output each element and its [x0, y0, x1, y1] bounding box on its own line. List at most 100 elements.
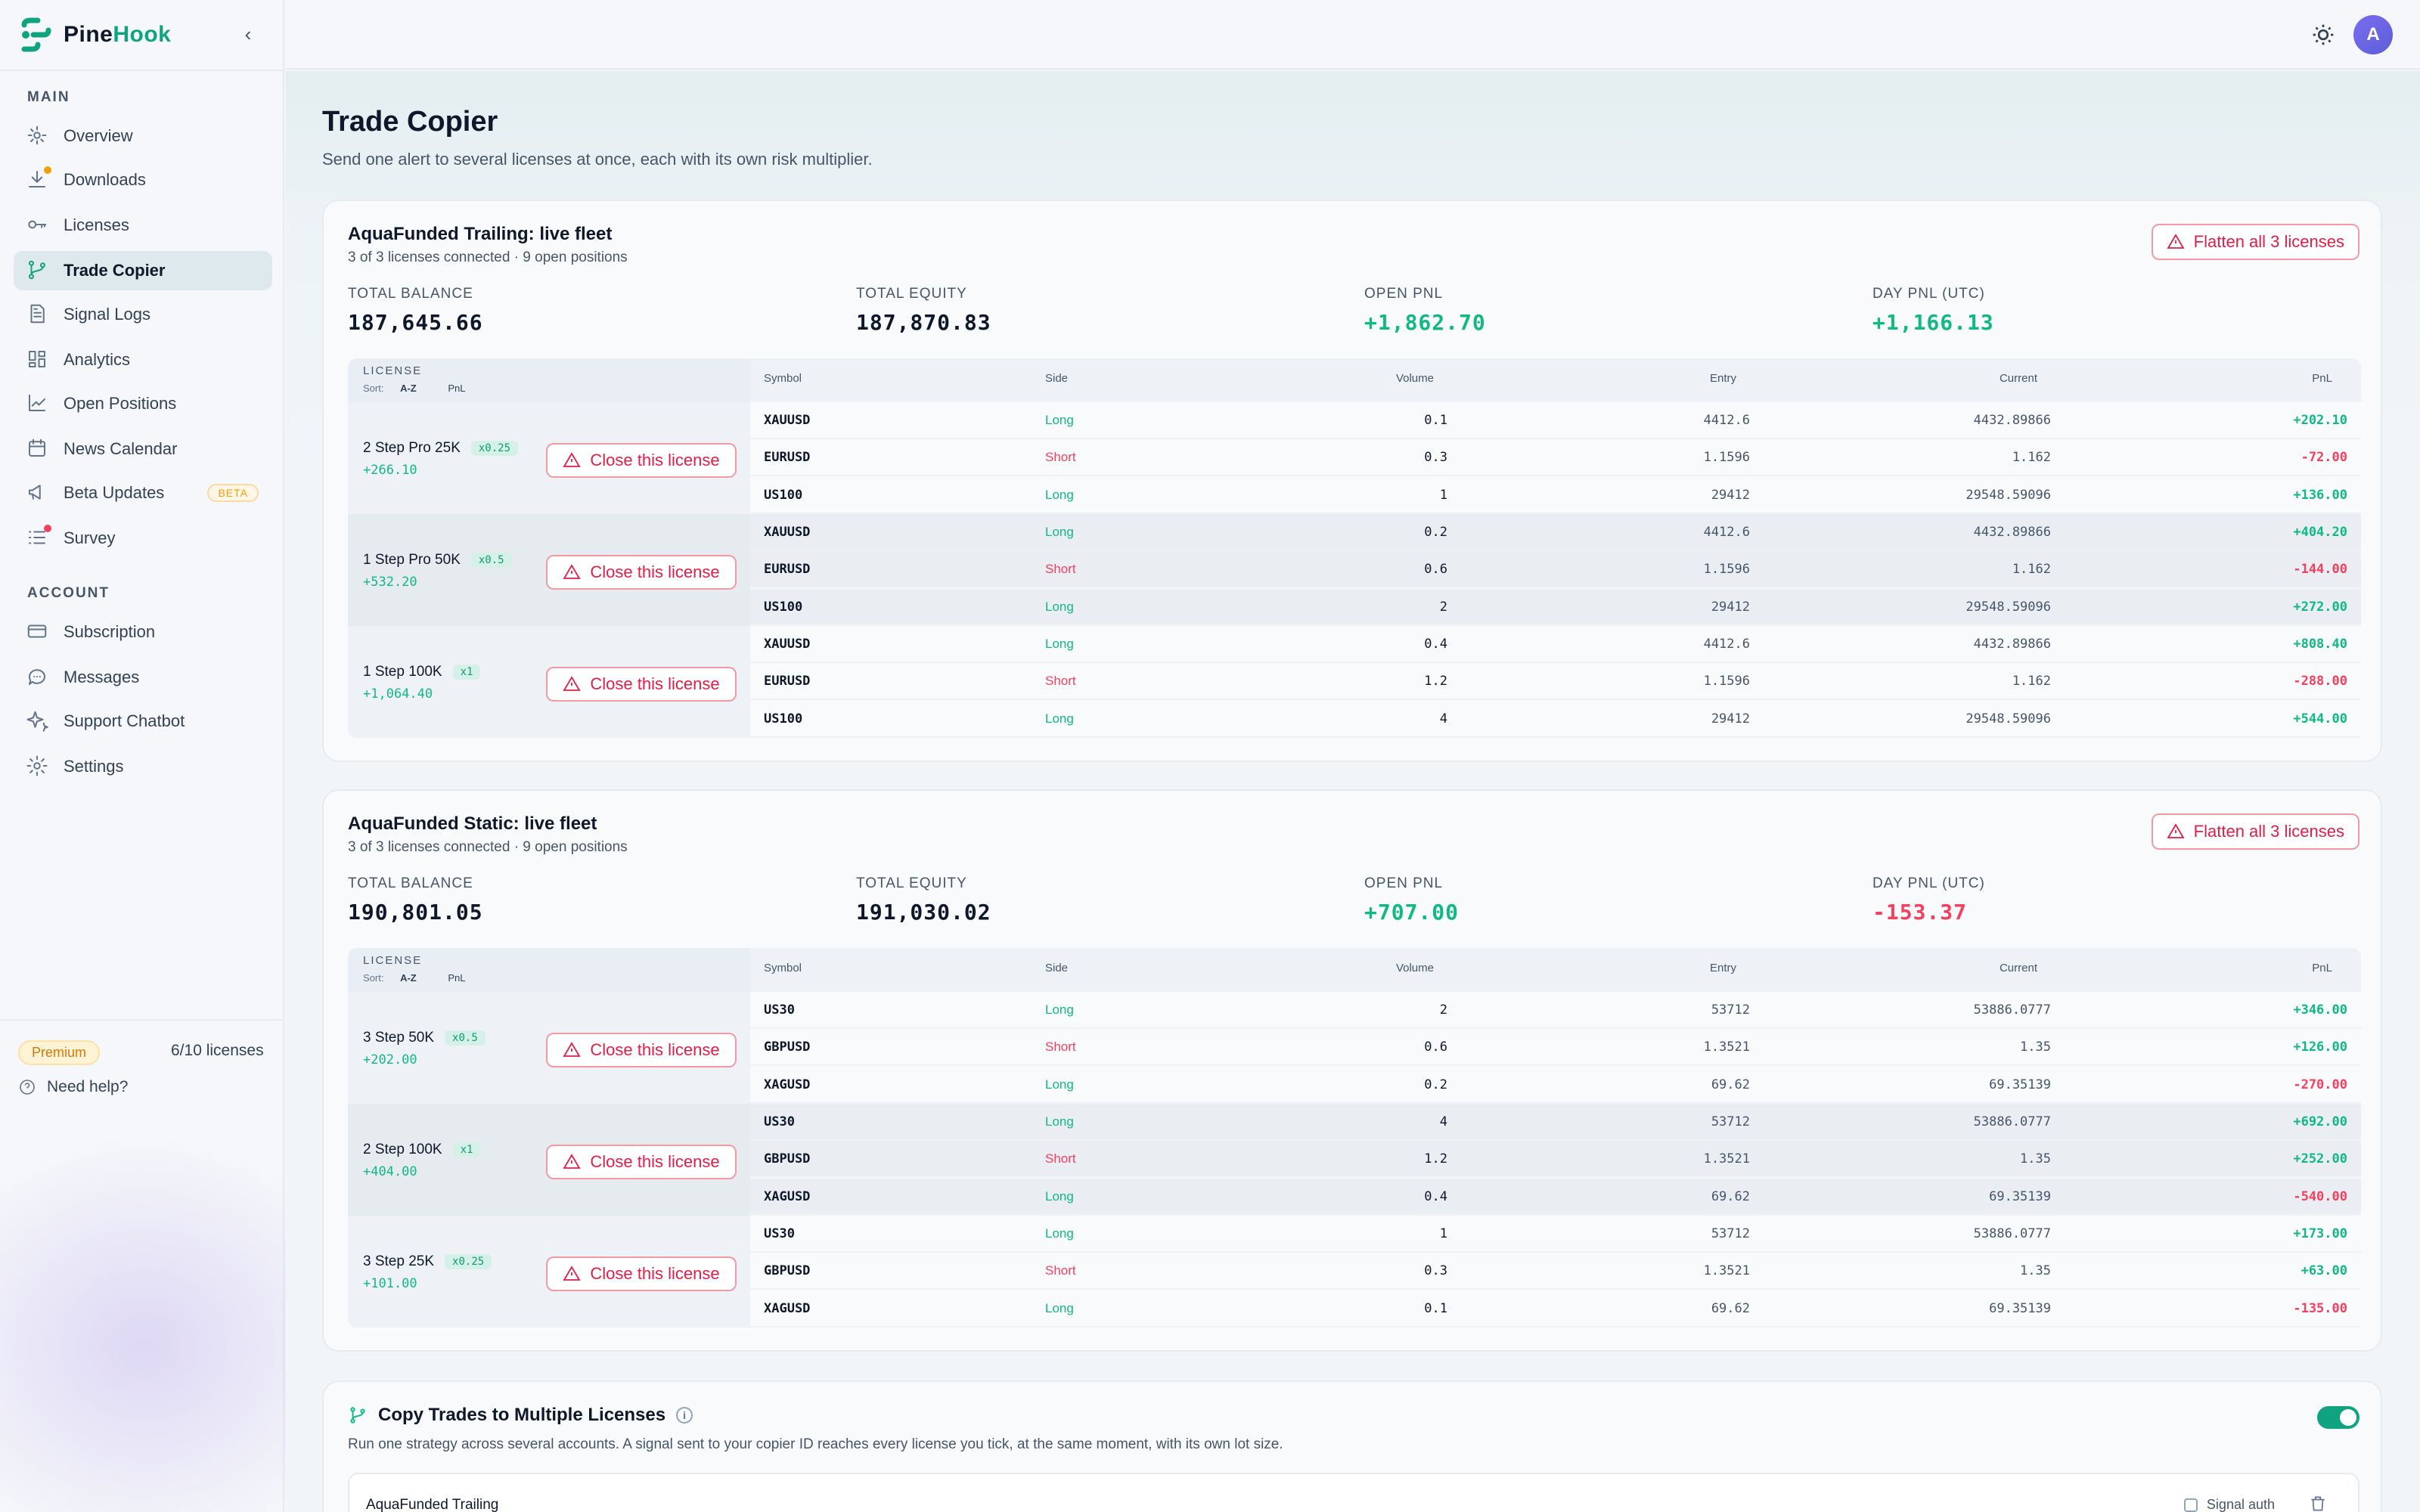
position-entry: 4412.6	[1703, 637, 1750, 652]
stat-label: DAY PNL (UTC)	[1872, 875, 1985, 891]
position-symbol: XAUUSD	[764, 525, 811, 540]
fleet-stat: TOTAL BALANCE 187,645.66	[348, 286, 483, 335]
position-side: Short	[1045, 1040, 1076, 1055]
position-pnl: +544.00	[2293, 711, 2347, 727]
flatten-all-button[interactable]: Flatten all 3 licenses	[2151, 813, 2360, 850]
position-symbol: GBPUSD	[764, 1040, 811, 1055]
position-pnl: +252.00	[2293, 1151, 2347, 1167]
sidebar-item-beta-updates[interactable]: Beta Updates BETA	[14, 473, 272, 513]
warning-triangle-icon	[563, 676, 581, 691]
position-current: 1.35	[2020, 1151, 2051, 1167]
position-row: XAUUSD Long 0.4 4412.6 4432.89866 +808.4…	[750, 626, 2361, 663]
sidebar-item-downloads[interactable]: Downloads	[14, 160, 272, 200]
copy-trades-description: Run one strategy across several accounts…	[348, 1436, 1283, 1452]
theme-toggle-button[interactable]	[2308, 20, 2338, 50]
sidebar-item-analytics[interactable]: Analytics	[14, 340, 272, 380]
close-license-button[interactable]: Close this license	[546, 1145, 737, 1179]
sidebar-item-label: News Calendar	[64, 439, 178, 458]
position-pnl: +126.00	[2293, 1040, 2347, 1055]
gear-icon	[26, 754, 50, 779]
copy-trades-toggle[interactable]	[2317, 1406, 2360, 1429]
position-pnl: +136.00	[2293, 487, 2347, 503]
position-side: Long	[1045, 599, 1074, 614]
position-pnl: -288.00	[2293, 674, 2347, 689]
sidebar-item-settings[interactable]: Settings	[14, 747, 272, 786]
sidebar-item-survey[interactable]: Survey	[14, 519, 272, 558]
warning-triangle-icon	[563, 1266, 581, 1281]
close-license-button[interactable]: Close this license	[546, 555, 737, 590]
sort-pnl-button[interactable]: PnL	[448, 383, 466, 394]
position-symbol: XAGUSD	[764, 1077, 811, 1092]
sidebar-item-licenses[interactable]: Licenses	[14, 206, 272, 245]
position-volume: 0.1	[1424, 413, 1447, 428]
sort-az-button[interactable]: A-Z	[400, 383, 417, 394]
collapse-sidebar-button[interactable]: ‹	[239, 23, 257, 45]
list-icon	[26, 525, 51, 550]
position-volume: 1	[1439, 487, 1447, 503]
header-entry: Entry	[1709, 962, 1736, 974]
position-current: 53886.0777	[1973, 1002, 2051, 1018]
license-sort-control: Sort: A-Z PnL	[363, 972, 466, 984]
position-side: Short	[1045, 674, 1076, 689]
position-volume: 1.2	[1424, 674, 1447, 689]
sidebar-item-signal-logs[interactable]: Signal Logs	[14, 295, 272, 334]
sidebar-item-news-calendar[interactable]: News Calendar	[14, 429, 272, 469]
sidebar-item-label: Downloads	[64, 170, 146, 189]
signal-auth-checkbox[interactable]: Signal auth	[2183, 1497, 2275, 1512]
close-license-label: Close this license	[590, 674, 720, 693]
license-name: 3 Step 25K x0.25	[363, 1253, 492, 1270]
close-license-button[interactable]: Close this license	[546, 667, 737, 702]
license-name-text: 3 Step 50K	[363, 1030, 435, 1046]
sidebar-divider	[0, 70, 284, 71]
copier-group-card: AquaFunded Trailing Signal auth	[348, 1473, 2360, 1512]
position-side: Long	[1045, 637, 1074, 651]
info-icon[interactable]: i	[676, 1407, 693, 1424]
beta-badge: BETA	[207, 484, 259, 502]
warning-triangle-icon	[563, 1154, 581, 1169]
position-row: EURUSD Short 0.3 1.1596 1.162 -72.00	[750, 439, 2361, 477]
user-avatar[interactable]: A	[2353, 15, 2393, 54]
warning-triangle-icon	[2167, 823, 2185, 838]
position-symbol: EURUSD	[764, 562, 811, 578]
license-row: 3 Step 25K x0.25 +101.00 Close this lice…	[348, 1216, 750, 1328]
stat-value: 187,870.83	[856, 310, 991, 335]
position-current: 4432.89866	[1973, 413, 2051, 428]
sort-az-button[interactable]: A-Z	[400, 972, 417, 984]
fleet-title: AquaFunded Trailing: live fleet	[348, 224, 613, 244]
copy-trades-title: Copy Trades to Multiple Licenses i	[348, 1405, 693, 1426]
license-name-text: 3 Step 25K	[363, 1253, 435, 1269]
flatten-all-button[interactable]: Flatten all 3 licenses	[2151, 224, 2360, 260]
license-row: 1 Step 100K x1 +1,064.40 Close this lice…	[348, 626, 750, 738]
position-pnl: -540.00	[2293, 1188, 2347, 1204]
position-current: 69.35139	[1989, 1300, 2051, 1316]
position-row: EURUSD Short 1.2 1.1596 1.162 -288.00	[750, 663, 2361, 701]
sidebar-item-support-chatbot[interactable]: Support Chatbot	[14, 702, 272, 741]
position-side: Long	[1045, 487, 1074, 502]
position-entry: 1.1596	[1703, 450, 1750, 466]
pinehook-logo-icon	[21, 17, 51, 52]
header-current: Current	[1999, 962, 2037, 974]
license-name-text: 2 Step Pro 25K	[363, 440, 461, 456]
position-pnl: -72.00	[2301, 450, 2347, 466]
delete-group-button[interactable]	[2308, 1494, 2328, 1512]
sidebar-item-trade-copier[interactable]: Trade Copier	[14, 251, 272, 290]
close-license-button[interactable]: Close this license	[546, 1256, 737, 1291]
close-license-label: Close this license	[590, 451, 720, 469]
sidebar-item-open-positions[interactable]: Open Positions	[14, 384, 272, 423]
position-volume: 0.4	[1424, 1188, 1447, 1204]
branch-icon	[350, 1407, 365, 1424]
sort-pnl-button[interactable]: PnL	[448, 972, 466, 984]
header-volume: Volume	[1395, 372, 1434, 385]
position-pnl: +808.40	[2293, 637, 2347, 652]
license-name: 1 Step Pro 50K x0.5	[363, 552, 512, 569]
sidebar-item-subscription[interactable]: Subscription	[14, 612, 272, 652]
positions-table: LICENSE Sort: A-Z PnL 2 Step Pro 25K x0.…	[348, 358, 2361, 738]
position-pnl: +63.00	[2301, 1263, 2347, 1279]
sidebar-item-messages[interactable]: Messages	[14, 658, 272, 697]
need-help-link[interactable]: Need help?	[18, 1078, 128, 1096]
brand-logo-link[interactable]: PineHook	[18, 15, 171, 54]
close-license-button[interactable]: Close this license	[546, 1033, 737, 1067]
sidebar-item-overview[interactable]: Overview	[14, 116, 272, 156]
close-license-button[interactable]: Close this license	[546, 443, 737, 478]
position-side: Long	[1045, 711, 1074, 726]
